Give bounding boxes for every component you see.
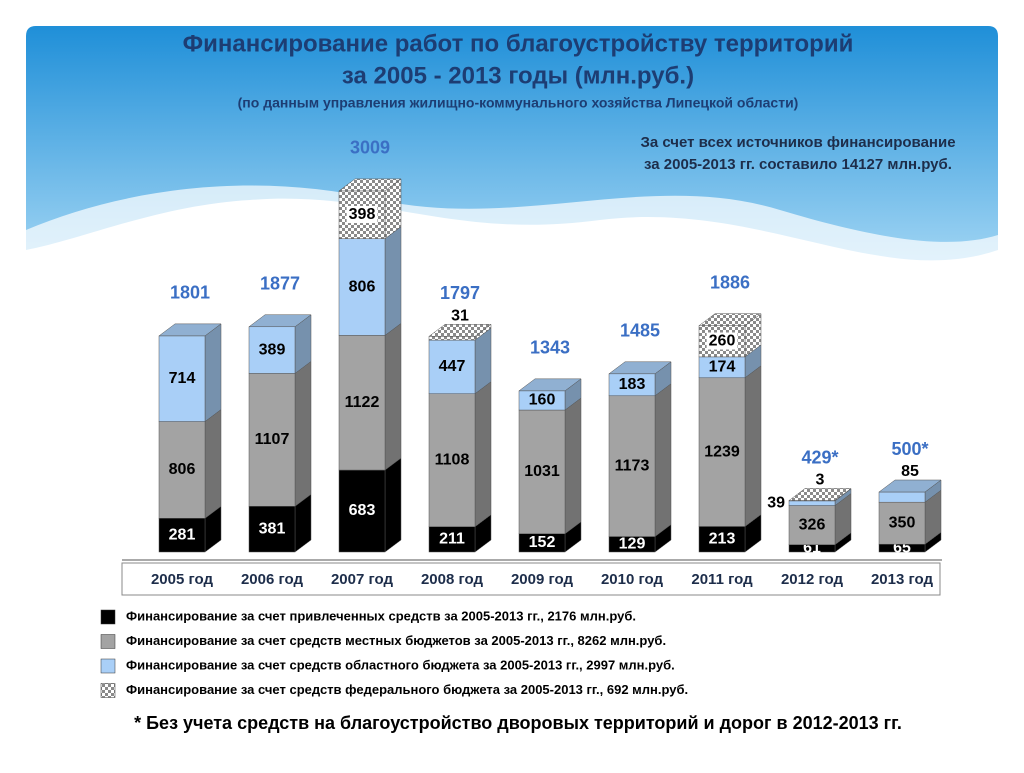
total-label: 1485 <box>620 321 660 341</box>
data-label: 326 <box>799 516 826 533</box>
data-label: 1108 <box>435 451 470 468</box>
data-label: 447 <box>439 358 466 375</box>
data-label: 398 <box>349 206 376 223</box>
data-label: 260 <box>709 332 736 349</box>
data-label: 3 <box>816 472 825 489</box>
data-label: 152 <box>529 534 556 551</box>
legend-label: Финансирование за счет привлеченных сред… <box>126 608 636 623</box>
data-label: 806 <box>169 461 196 478</box>
x-tick-label: 2006 год <box>241 571 304 588</box>
bar-side <box>385 458 401 552</box>
x-tick-label: 2011 год <box>691 571 753 588</box>
bar-side <box>655 384 671 537</box>
data-label: 350 <box>889 514 916 531</box>
legend-swatch <box>101 659 115 673</box>
total-label: 1801 <box>170 283 210 303</box>
data-label: 806 <box>349 278 376 295</box>
x-tick-label: 2009 год <box>511 571 574 588</box>
x-tick-label: 2008 год <box>421 571 484 588</box>
data-label: 1107 <box>255 431 290 448</box>
x-tick-label: 2007 год <box>331 571 394 588</box>
bar-side <box>565 398 581 534</box>
data-label: 160 <box>529 392 556 409</box>
total-label: 3009 <box>350 138 390 158</box>
bar-side <box>385 227 401 336</box>
x-tick-label: 2013 год <box>871 571 934 588</box>
data-label: 129 <box>619 535 646 552</box>
footnote: * Без учета средств на благоустройство д… <box>134 713 902 733</box>
annotation: за 2005-2013 гг. составило 14127 млн.руб… <box>644 156 952 173</box>
total-label: 1797 <box>440 283 480 303</box>
chart-title: Финансирование работ по благоустройству … <box>183 30 854 57</box>
data-label: 211 <box>439 531 465 548</box>
bar-side <box>745 366 761 527</box>
data-label: 39 <box>767 494 785 511</box>
legend-swatch <box>101 610 115 624</box>
bar-side <box>295 361 311 506</box>
x-tick-label: 2005 год <box>151 571 214 588</box>
data-label: 85 <box>901 463 919 480</box>
total-label: 1343 <box>530 338 570 358</box>
data-label: 1173 <box>615 457 650 474</box>
chart-subtitle: (по данным управления жилищно-коммунальн… <box>238 95 799 111</box>
bar-segment <box>429 336 475 340</box>
bar-side <box>205 324 221 422</box>
legend-swatch <box>101 635 115 649</box>
total-label: 1886 <box>710 272 750 292</box>
chart-title-line2: за 2005 - 2013 годы (млн.руб.) <box>342 62 694 89</box>
data-label: 174 <box>709 359 736 376</box>
data-label: 1031 <box>524 463 560 480</box>
data-label: 714 <box>169 370 196 387</box>
bar-side <box>385 323 401 470</box>
x-tick-label: 2012 год <box>781 571 844 588</box>
data-label: 1239 <box>704 443 740 460</box>
data-label: 389 <box>259 341 286 358</box>
data-label: 381 <box>259 520 286 537</box>
data-label: 213 <box>709 530 736 547</box>
data-label: 31 <box>451 308 469 325</box>
x-tick-label: 2010 год <box>601 571 664 588</box>
legend-label: Финансирование за счет средств федеральн… <box>126 682 688 697</box>
annotation: За счет всех источников финансирование <box>640 134 955 151</box>
data-label: 281 <box>169 526 196 543</box>
bar-side <box>475 382 491 527</box>
bar-side <box>205 410 221 519</box>
total-label: 429* <box>801 447 838 467</box>
data-label: 683 <box>349 502 376 519</box>
bar-segment <box>789 501 835 506</box>
total-label: 500* <box>891 439 928 459</box>
legend-swatch <box>101 684 115 698</box>
data-label: 1122 <box>345 394 380 411</box>
total-label: 1877 <box>260 274 300 294</box>
legend-label: Финансирование за счет средств местных б… <box>126 633 666 648</box>
data-label: 183 <box>619 376 646 393</box>
legend-label: Финансирование за счет средств областног… <box>126 657 675 672</box>
bar-segment <box>879 492 925 502</box>
